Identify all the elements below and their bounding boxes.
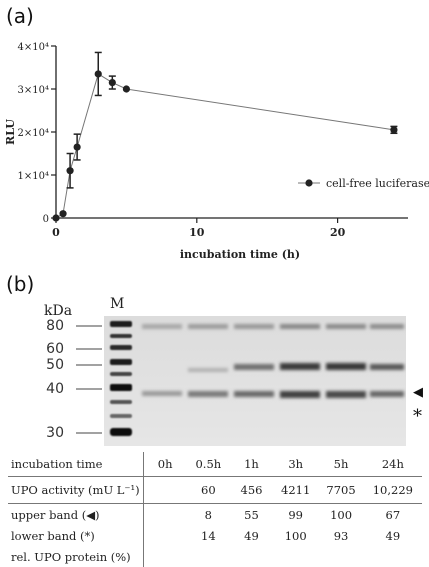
upper-band-indicator-icon: ◀	[413, 385, 423, 400]
rlu-line-chart: 0 1×10⁴ 2×10⁴ 3×10⁴ 4×10⁴ 0 10 20 incubation tim…	[4, 42, 429, 261]
x-axis-label: incubation time (h)	[180, 248, 300, 261]
table-cell	[187, 546, 230, 567]
table-cell	[142, 546, 187, 567]
data-point	[52, 214, 60, 222]
table-row: lower band (*) 14 49 100 93 49	[8, 525, 422, 546]
x-tick-label: 0	[52, 226, 60, 239]
table-cell: 100	[284, 528, 307, 543]
table-cell: 4211	[273, 476, 319, 504]
y-tick-label: 2×10⁴	[18, 128, 49, 139]
y-tick-label: 1×10⁴	[18, 171, 49, 182]
table-cell: 55	[244, 507, 259, 522]
table-cell: 8	[204, 507, 212, 522]
mw-marker-60: 60	[46, 341, 64, 357]
table-cell: UPO activity (mU L⁻¹)	[8, 476, 144, 504]
table-cell	[142, 525, 187, 546]
y-tick-label: 0	[43, 214, 49, 225]
table-cell: 24h	[363, 452, 422, 477]
mw-marker-40: 40	[46, 381, 64, 397]
kda-label: kDa	[44, 303, 73, 319]
series-line	[55, 73, 394, 219]
table-cell: 93	[333, 528, 349, 543]
upo-data-table: incubation time 0h 0.5h 1h 3h 5h 24h UPO…	[8, 452, 422, 567]
data-point	[66, 167, 74, 175]
table-cell: 14	[201, 528, 216, 543]
y-tick-label: 4×10⁴	[18, 42, 49, 53]
table-row: rel. UPO protein (%)	[8, 546, 422, 567]
mw-marker-50: 50	[46, 357, 64, 373]
table-cell: rel. UPO protein (%)	[11, 549, 131, 564]
table-cell	[273, 546, 318, 567]
table-cell: upper band (◀)	[11, 507, 100, 522]
marker-lane-label: M	[110, 296, 125, 312]
table-row: upper band (◀) 8 55 99 100 67	[8, 503, 422, 525]
table-row: UPO activity (mU L⁻¹) 60 456 4211 7705 1…	[8, 476, 422, 504]
table-cell: incubation time	[8, 452, 144, 477]
y-axis-label: RLU	[4, 119, 17, 145]
data-point	[122, 85, 130, 93]
table-cell: 49	[244, 528, 259, 543]
table-cell: 456	[229, 476, 273, 504]
legend-marker	[305, 179, 313, 187]
table-cell: 10,229	[363, 476, 422, 504]
table-cell: 0.5h	[186, 452, 230, 477]
table-cell	[142, 476, 187, 504]
table-cell: 5h	[318, 452, 364, 477]
table-cell: 0h	[142, 452, 187, 477]
mw-ticks	[76, 325, 102, 434]
data-point	[59, 210, 67, 218]
table-cell: lower band (*)	[11, 528, 95, 543]
data-point	[390, 126, 398, 134]
panel-a-label: (a)	[6, 4, 34, 28]
x-tick-label: 20	[330, 226, 346, 239]
table-cell	[318, 546, 363, 567]
table-cell: 99	[288, 507, 303, 522]
table-cell: 49	[385, 528, 401, 543]
table-cell: 60	[186, 476, 230, 504]
table-cell: 7705	[318, 476, 364, 504]
mw-marker-80: 80	[46, 318, 64, 334]
table-cell: 1h	[229, 452, 273, 477]
data-point	[108, 78, 116, 87]
mw-marker-30: 30	[46, 425, 64, 441]
panel-b-label: (b)	[6, 272, 35, 296]
data-point	[73, 143, 81, 151]
y-tick-label: 3×10⁴	[18, 85, 49, 96]
table-cell	[230, 546, 273, 567]
table-cell	[142, 503, 187, 525]
x-tick-label: 10	[189, 226, 205, 239]
lower-band-asterisk: *	[413, 406, 422, 427]
table-header-row: incubation time 0h 0.5h 1h 3h 5h 24h	[8, 452, 422, 477]
table-cell	[364, 546, 422, 567]
table-cell: 67	[385, 507, 401, 522]
table-cell: 100	[330, 507, 353, 522]
legend-label: cell-free luciferase	[326, 177, 429, 190]
western-blot-gel-image	[104, 316, 406, 446]
table-cell: 3h	[273, 452, 319, 477]
data-point	[94, 70, 102, 78]
